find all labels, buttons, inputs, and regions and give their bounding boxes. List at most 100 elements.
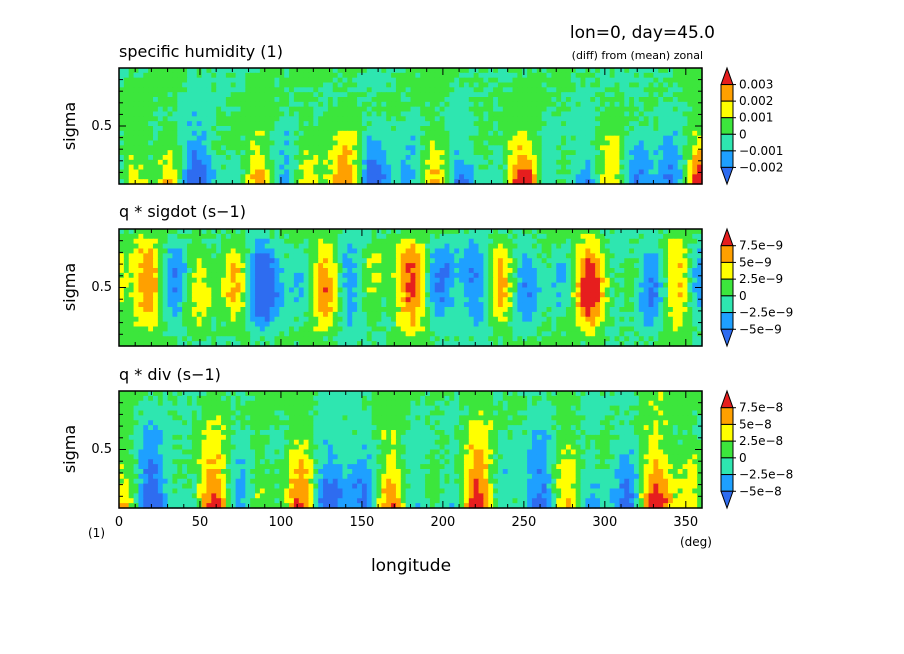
heatmap-cell	[541, 155, 548, 161]
heatmap-cell	[201, 253, 208, 259]
heatmap-cell	[327, 174, 334, 180]
heatmap-cell	[187, 87, 193, 93]
heatmap-cell	[483, 238, 489, 245]
heatmap-cell	[488, 268, 494, 274]
heatmap-cell	[672, 68, 679, 74]
heatmap-cell	[580, 135, 586, 142]
heatmap-cell	[342, 126, 348, 132]
heatmap-cell	[187, 145, 193, 151]
heatmap-cell	[507, 68, 514, 74]
heatmap-cell	[264, 307, 271, 313]
heatmap-cell	[308, 169, 314, 175]
heatmap-cell	[230, 101, 237, 108]
heatmap-cell	[653, 282, 659, 289]
heatmap-cell	[580, 82, 586, 88]
heatmap-cell	[119, 77, 125, 84]
heatmap-cell	[167, 72, 174, 79]
heatmap-cell	[133, 116, 140, 122]
heatmap-cell	[483, 287, 489, 293]
heatmap-cell	[459, 292, 465, 298]
heatmap-cell	[153, 272, 159, 279]
heatmap-cell	[595, 82, 601, 88]
heatmap-cell	[216, 248, 222, 254]
heatmap-cell	[235, 87, 242, 93]
heatmap-cell	[400, 307, 407, 313]
heatmap-cell	[391, 92, 397, 98]
heatmap-cell	[206, 68, 212, 74]
heatmap-cell	[167, 263, 174, 269]
heatmap-cell	[187, 282, 193, 289]
heatmap-cell	[187, 302, 193, 308]
heatmap-cell	[614, 277, 621, 284]
heatmap-cell	[420, 179, 426, 185]
heatmap-cell	[580, 179, 586, 185]
heatmap-cell	[323, 135, 329, 142]
heatmap-cell	[493, 229, 499, 235]
heatmap-cell	[604, 72, 611, 79]
heatmap-cell	[488, 238, 494, 245]
heatmap-cell	[697, 277, 703, 284]
heatmap-cell	[410, 135, 416, 142]
heatmap-cell	[439, 159, 446, 166]
heatmap-cell	[473, 282, 480, 289]
heatmap-cell	[551, 277, 557, 284]
heatmap-cell	[556, 272, 562, 279]
heatmap-cell	[677, 302, 684, 308]
heatmap-cell	[357, 272, 363, 279]
heatmap-cell	[410, 97, 416, 103]
heatmap-cell	[123, 140, 130, 146]
heatmap-cell	[546, 106, 552, 113]
heatmap-cell	[119, 145, 125, 151]
heatmap-cell	[459, 130, 465, 137]
heatmap-cell	[119, 101, 125, 108]
heatmap-cell	[308, 174, 314, 180]
heatmap-cell	[327, 277, 334, 284]
heatmap-cell	[599, 116, 606, 122]
heatmap-cell	[162, 140, 169, 146]
heatmap-cell	[264, 248, 271, 254]
heatmap-cell	[517, 268, 523, 274]
heatmap-cell	[172, 302, 178, 308]
heatmap-cell	[590, 263, 596, 269]
heatmap-cell	[522, 297, 528, 303]
heatmap-cell	[405, 130, 412, 137]
heatmap-cell	[541, 277, 548, 284]
heatmap-cell	[347, 243, 353, 250]
heatmap-cell	[259, 159, 266, 166]
heatmap-cell	[590, 282, 596, 289]
heatmap-cell	[371, 145, 378, 151]
heatmap-cell	[255, 155, 261, 161]
heatmap-cell	[653, 277, 659, 284]
heatmap-cell	[643, 87, 650, 93]
heatmap-cell	[269, 101, 276, 108]
heatmap-cell	[133, 82, 140, 88]
heatmap-cell	[415, 233, 421, 240]
heatmap-cell	[279, 101, 285, 108]
heatmap-cell	[687, 164, 693, 171]
heatmap-cell	[391, 155, 397, 161]
heatmap-cell	[206, 111, 212, 117]
heatmap-cell	[293, 155, 300, 161]
heatmap-cell	[415, 155, 421, 161]
heatmap-cell	[565, 164, 572, 171]
heatmap-cell	[191, 150, 198, 156]
heatmap-cell	[172, 87, 178, 93]
heatmap-cell	[415, 272, 421, 279]
heatmap-cell	[352, 92, 358, 98]
heatmap-cell	[250, 243, 256, 250]
heatmap-cell	[240, 253, 246, 259]
heatmap-cell	[444, 229, 450, 235]
heatmap-cell	[337, 121, 344, 127]
heatmap-cell	[391, 233, 397, 240]
heatmap-cell	[624, 82, 630, 88]
heatmap-cell	[157, 169, 164, 175]
heatmap-cell	[561, 292, 567, 298]
heatmap-cell	[240, 68, 246, 74]
heatmap-cell	[672, 126, 679, 132]
heatmap-cell	[658, 297, 664, 303]
heatmap-cell	[527, 159, 533, 166]
heatmap-cell	[211, 238, 217, 245]
heatmap-cell	[332, 106, 339, 113]
heatmap-cell	[468, 297, 475, 303]
heatmap-cell	[570, 140, 577, 146]
